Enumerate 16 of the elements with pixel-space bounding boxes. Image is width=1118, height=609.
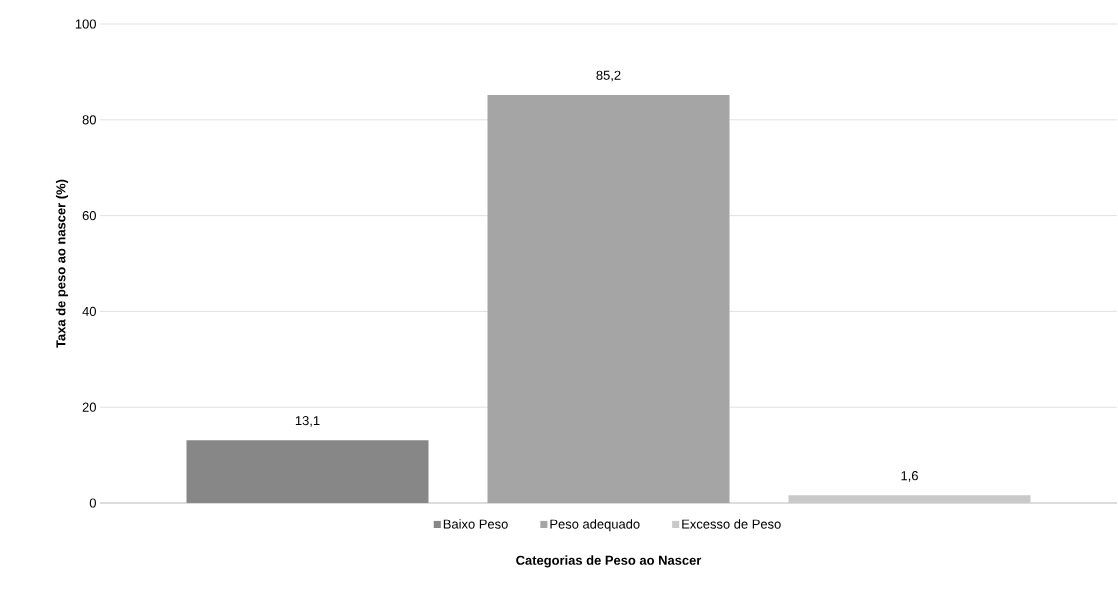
x-axis-title: Categorias de Peso ao Nascer <box>516 555 702 568</box>
bar <box>186 440 429 503</box>
y-tick-label: 100 <box>75 19 96 29</box>
y-axis-title: Taxa de peso ao nascer (%) <box>55 179 69 348</box>
data-label: 85,2 <box>596 70 621 82</box>
bar <box>487 94 730 503</box>
y-tick-label: 80 <box>82 115 96 125</box>
y-tick-label: 60 <box>82 211 96 221</box>
data-label: 1,6 <box>901 471 918 482</box>
legend-label: Peso adequado <box>550 519 640 532</box>
legend-label: Excesso de Peso <box>682 519 781 529</box>
y-tick-label: 20 <box>82 402 96 412</box>
y-tick-label: 40 <box>82 306 96 316</box>
data-label: 13,1 <box>295 416 320 427</box>
legend-label: Baixo Peso <box>443 519 508 529</box>
y-tick-label: 0 <box>89 498 96 508</box>
